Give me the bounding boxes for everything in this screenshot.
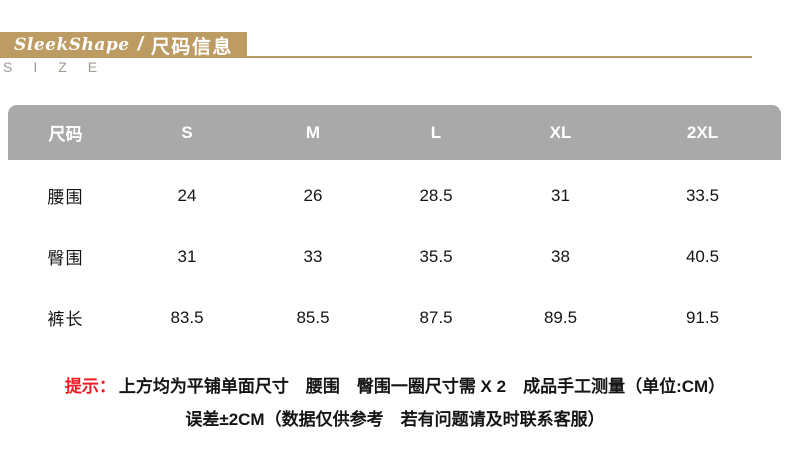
cell-value: 28.5	[419, 185, 453, 205]
column-header-xl: XL	[549, 122, 572, 142]
size-table-body: 腰围 24 26 28.5 31 33.5 臀围 31 33 35.5 38 4…	[8, 160, 781, 348]
row-label-hip: 臀围	[47, 249, 84, 268]
brand-logo: SleekShape	[14, 35, 130, 55]
cell-value: 31	[551, 185, 570, 205]
size-table: 尺码 S M L XL 2XL 腰围 24 26 28.5 31 33.5 臀围…	[8, 105, 781, 348]
cell-value: 31	[177, 246, 197, 266]
column-header-size: 尺码	[48, 125, 83, 144]
row-label-waist: 腰围	[47, 188, 84, 207]
brand-banner: SleekShape / 尺码信息	[0, 32, 247, 58]
cell-value: 91.5	[685, 307, 720, 327]
cell-value: 38	[551, 246, 570, 266]
column-header-s: S	[181, 122, 193, 142]
column-header-m: M	[305, 122, 321, 142]
cell-value: 89.5	[543, 307, 578, 327]
cell-value: 83.5	[170, 307, 204, 327]
cell-value: 26	[303, 185, 323, 205]
column-header-2xl: 2XL	[686, 122, 719, 142]
tip-label: 提示：	[64, 377, 116, 396]
cell-value: 85.5	[296, 307, 330, 327]
note-line-1: 提示： 上方均为平铺单面尺寸 腰围 臀围一圈尺寸需 X 2 成品手工测量（单位:C…	[0, 376, 790, 398]
table-row-hip: 臀围 31 33 35.5 38 40.5	[8, 226, 781, 287]
header-rule	[247, 56, 752, 58]
column-header-l: L	[430, 122, 442, 142]
note-line-1-text: 上方均为平铺单面尺寸 腰围 臀围一圈尺寸需 X 2 成品手工测量（单位:CM）	[118, 377, 726, 396]
row-label-pants-length: 裤长	[47, 310, 84, 329]
cell-value: 33	[303, 246, 323, 266]
cell-value: 40.5	[685, 246, 720, 266]
measurement-notes: 提示： 上方均为平铺单面尺寸 腰围 臀围一圈尺寸需 X 2 成品手工测量（单位:C…	[0, 376, 790, 431]
size-subtitle: SIZE	[3, 59, 119, 75]
size-table-header-row: 尺码 S M L XL 2XL	[8, 105, 781, 160]
cell-value: 24	[177, 185, 197, 205]
cell-value: 87.5	[419, 307, 453, 327]
banner-separator-slash: /	[137, 34, 143, 55]
note-line-2: 误差±2CM（数据仅供参考 若有问题请及时联系客服）	[185, 410, 605, 429]
cell-value: 33.5	[685, 185, 720, 205]
cell-value: 35.5	[419, 246, 453, 266]
table-row-waist: 腰围 24 26 28.5 31 33.5	[8, 165, 781, 226]
table-row-pants-length: 裤长 83.5 85.5 87.5 89.5 91.5	[8, 287, 781, 348]
page-title: 尺码信息	[150, 36, 233, 58]
